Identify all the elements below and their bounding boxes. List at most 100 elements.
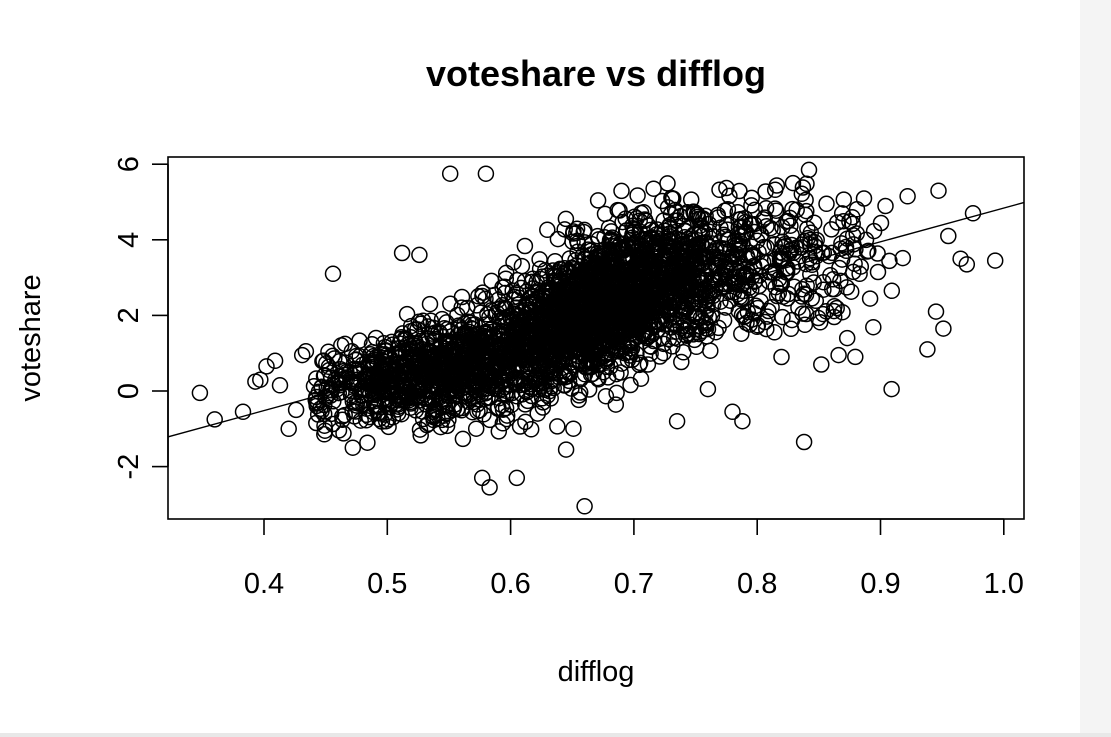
data-point: [774, 233, 791, 250]
data-point: [191, 384, 209, 402]
data-point: [656, 264, 674, 282]
data-point: [830, 346, 847, 364]
data-point: [738, 314, 755, 332]
data-point: [680, 274, 697, 291]
data-point: [682, 239, 700, 257]
x-tick-label: 0.4: [244, 568, 284, 600]
bottom-divider: [0, 733, 1111, 737]
data-point: [940, 227, 957, 245]
data-point: [287, 401, 305, 419]
data-point: [481, 479, 498, 496]
data-point: [577, 317, 595, 334]
data-point: [716, 202, 734, 220]
data-point: [460, 393, 477, 410]
data-point: [390, 392, 408, 409]
data-point: [832, 240, 850, 258]
data-point: [700, 308, 718, 326]
data-point: [958, 256, 976, 273]
data-point: [745, 257, 763, 274]
data-point: [617, 292, 634, 309]
data-point: [597, 387, 615, 405]
data-point: [532, 309, 550, 327]
data-point: [626, 221, 643, 238]
data-point: [741, 316, 758, 333]
data-point: [579, 325, 596, 343]
data-point: [565, 223, 582, 240]
data-point: [703, 235, 721, 252]
data-point: [883, 282, 901, 300]
data-point: [525, 355, 542, 373]
data-point: [584, 352, 602, 370]
data-point: [610, 323, 627, 341]
data-point: [307, 391, 324, 409]
data-point: [766, 181, 784, 199]
data-point: [316, 396, 333, 414]
data-point: [557, 210, 575, 228]
data-point: [441, 165, 459, 182]
data-point: [729, 241, 746, 259]
data-point: [521, 294, 538, 312]
data-point: [705, 245, 722, 263]
data-point: [589, 369, 606, 387]
data-point: [534, 287, 551, 304]
data-point: [454, 430, 472, 448]
data-point: [308, 370, 325, 387]
data-point: [490, 423, 508, 440]
data-point: [712, 219, 729, 236]
y-tick-label: 2: [113, 307, 145, 323]
data-point: [927, 303, 945, 320]
data-point: [266, 352, 284, 370]
data-point: [666, 258, 683, 276]
data-point: [847, 348, 864, 366]
data-point: [482, 321, 499, 339]
data-point: [641, 253, 658, 271]
data-point: [699, 380, 717, 398]
data-point: [440, 411, 457, 429]
data-point: [443, 340, 461, 357]
data-point: [604, 338, 622, 355]
data-point: [516, 237, 534, 255]
data-point: [579, 301, 597, 318]
data-point: [583, 328, 600, 345]
data-point: [479, 389, 496, 406]
data-point: [537, 262, 554, 279]
data-point: [668, 412, 686, 430]
data-point: [767, 202, 785, 219]
data-point: [429, 410, 446, 427]
data-point: [567, 290, 585, 308]
data-point: [623, 351, 641, 369]
data-point: [627, 242, 645, 260]
data-point: [541, 350, 558, 368]
data-point: [547, 302, 564, 320]
x-tick-label: 0.9: [860, 568, 900, 600]
data-point: [824, 271, 842, 288]
data-point: [784, 174, 802, 192]
data-point: [438, 314, 455, 331]
data-point: [419, 318, 437, 335]
data-point: [534, 399, 552, 416]
data-point: [773, 275, 791, 292]
data-point: [689, 307, 706, 325]
y-tick-label: 4: [113, 232, 145, 248]
data-point: [818, 195, 835, 213]
data-point: [835, 191, 853, 208]
data-point: [795, 433, 813, 451]
data-point: [514, 317, 532, 334]
data-point: [600, 219, 618, 236]
x-axis: 0.4 0.5 0.6 0.7 0.8 0.9 1.0: [244, 518, 1024, 600]
data-point: [327, 371, 344, 389]
data-point: [407, 402, 425, 419]
data-point: [549, 418, 566, 435]
data-point: [545, 379, 562, 397]
data-point: [790, 299, 807, 316]
data-point: [758, 320, 775, 338]
data-point: [717, 299, 734, 316]
data-point: [545, 272, 563, 289]
data-point: [297, 343, 315, 360]
data-point: [671, 293, 688, 310]
data-point: [692, 210, 710, 227]
data-point: [520, 378, 538, 396]
data-point: [344, 439, 362, 456]
data-point: [561, 365, 579, 383]
